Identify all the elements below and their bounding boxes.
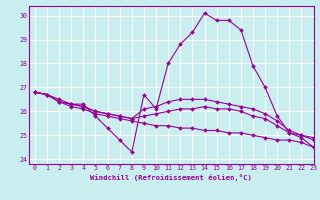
X-axis label: Windchill (Refroidissement éolien,°C): Windchill (Refroidissement éolien,°C) [90,174,252,181]
